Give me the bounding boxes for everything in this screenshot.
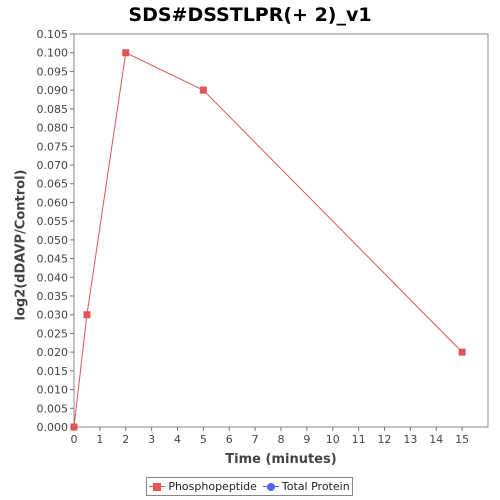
y-tick-label: 0.050	[37, 234, 69, 247]
y-tick-label: 0.065	[37, 178, 69, 191]
x-tick-label: 8	[278, 433, 285, 446]
y-tick-label: 0.005	[37, 402, 69, 415]
data-point	[70, 423, 78, 431]
data-point	[122, 49, 130, 57]
x-tick-label: 14	[429, 433, 443, 446]
data-point	[458, 348, 466, 356]
y-tick-label: 0.030	[37, 309, 69, 322]
x-tick-label: 7	[252, 433, 259, 446]
y-tick-label: 0.040	[37, 271, 69, 284]
legend-label-phosphopeptide: Phosphopeptide	[168, 480, 257, 493]
x-tick-label: 0	[71, 433, 78, 446]
x-tick-label: 11	[352, 433, 366, 446]
y-tick-label: 0.095	[37, 65, 69, 78]
x-tick-label: 12	[378, 433, 392, 446]
y-tick-label: 0.045	[37, 253, 69, 266]
x-tick-label: 3	[148, 433, 155, 446]
x-tick-label: 1	[96, 433, 103, 446]
y-tick-label: 0.015	[37, 365, 69, 378]
y-tick-label: 0.100	[37, 47, 69, 60]
x-tick-label: 10	[326, 433, 340, 446]
x-tick-label: 6	[226, 433, 233, 446]
legend-swatch-total-protein	[262, 482, 279, 491]
y-tick-label: 0.010	[37, 384, 69, 397]
x-tick-label: 13	[403, 433, 417, 446]
plot-frame	[73, 33, 489, 428]
y-tick-label: 0.055	[37, 215, 69, 228]
x-tick-label: 4	[174, 433, 181, 446]
legend: Phosphopeptide Total Protein	[146, 477, 353, 496]
y-tick-label: 0.025	[37, 327, 69, 340]
y-tick-label: 0.060	[37, 196, 69, 209]
y-tick-label: 0.080	[37, 122, 69, 135]
y-tick-label: 0.070	[37, 159, 69, 172]
y-tick-label: 0.105	[37, 28, 69, 41]
data-point	[83, 311, 91, 319]
y-tick-label: 0.090	[37, 84, 69, 97]
y-tick-label: 0.020	[37, 346, 69, 359]
legend-label-total-protein: Total Protein	[281, 480, 350, 493]
legend-swatch-phosphopeptide	[149, 482, 166, 491]
chart-title: SDS#DSSTLPR(+ 2)_v1	[128, 4, 372, 26]
y-tick-label: 0.000	[37, 421, 69, 434]
y-tick-label: 0.075	[37, 140, 69, 153]
x-axis-label: Time (minutes)	[225, 452, 337, 467]
x-tick-label: 9	[303, 433, 310, 446]
legend-item-total-protein: Total Protein	[262, 480, 350, 493]
legend-item-phosphopeptide: Phosphopeptide	[149, 480, 257, 493]
x-tick-label: 15	[455, 433, 469, 446]
y-tick-label: 0.085	[37, 103, 69, 116]
data-point	[199, 86, 207, 94]
x-tick-label: 2	[122, 433, 129, 446]
y-tick-label: 0.035	[37, 290, 69, 303]
x-tick-label: 5	[200, 433, 207, 446]
